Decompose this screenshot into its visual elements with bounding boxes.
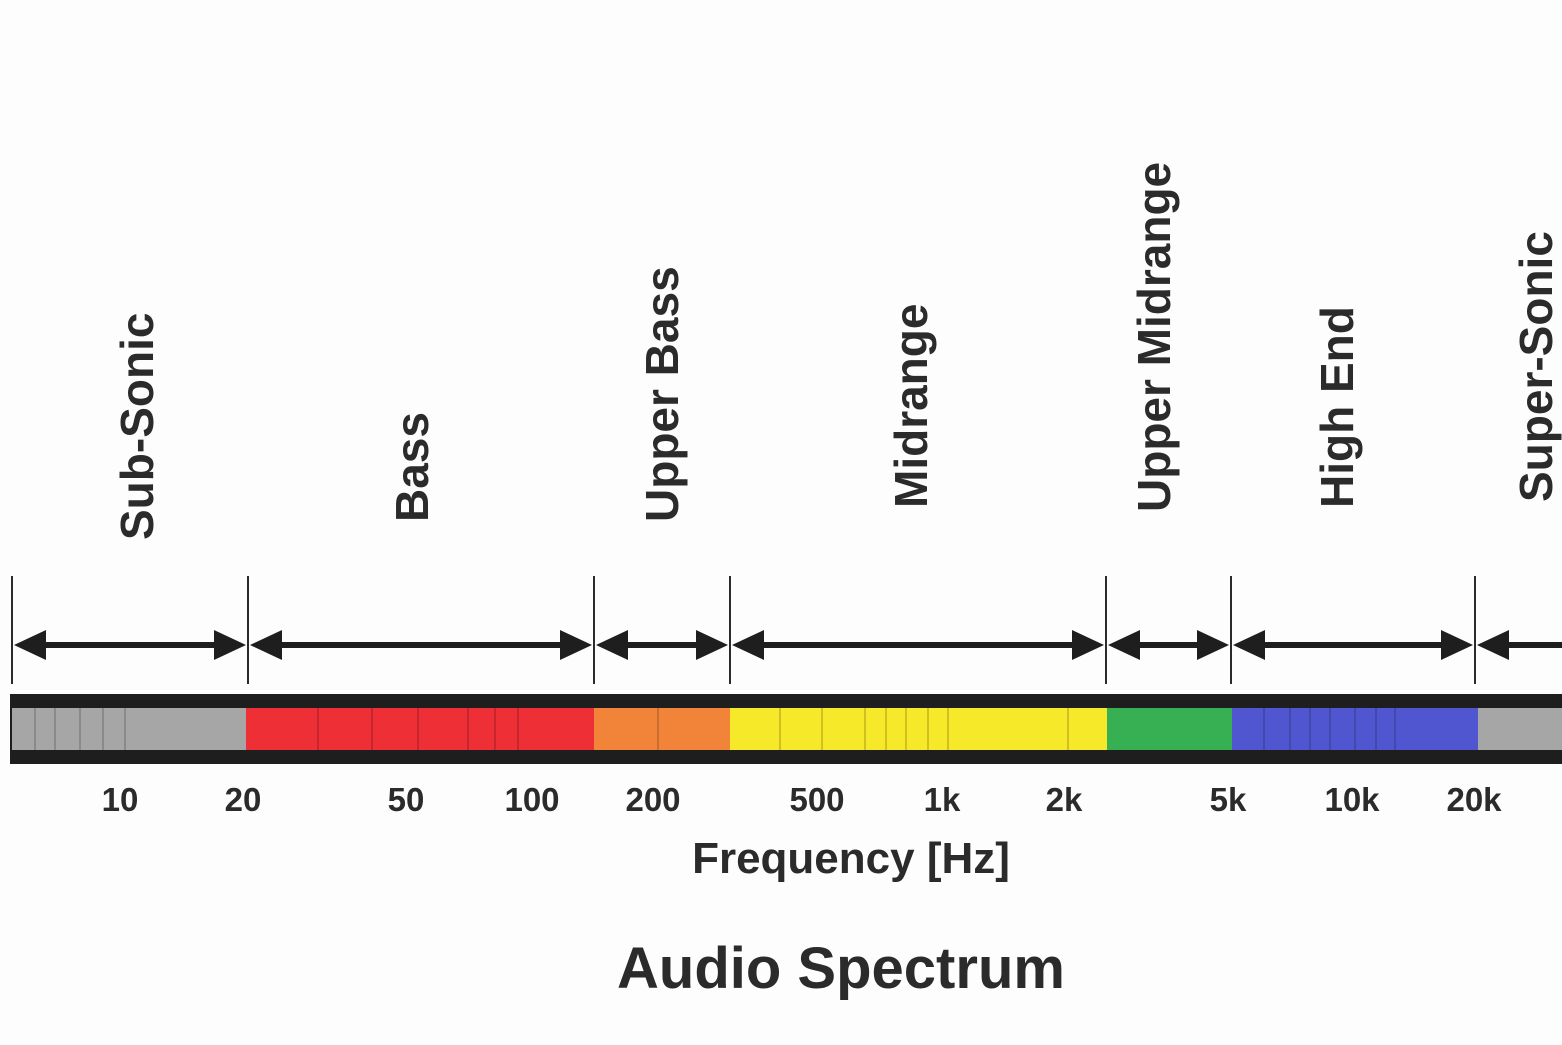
arrow-midrange	[732, 630, 1104, 660]
arrow-sub-sonic	[14, 630, 246, 660]
range-label-super-sonic: Super-Sonic	[1510, 231, 1562, 502]
tick-label-10: 10	[102, 781, 139, 818]
range-labels: Sub-Sonic Bass Upper Bass Midrange Upper…	[111, 162, 1562, 540]
spectrum-segment-midrange	[730, 708, 1107, 750]
spectrum-segment-high-end	[1232, 708, 1478, 750]
spectrum-segment-upper-midrange	[1107, 708, 1232, 750]
arrow-head-right	[560, 630, 592, 660]
tick-label-50: 50	[388, 781, 425, 818]
arrow-bass	[250, 630, 592, 660]
range-label-upper-midrange: Upper Midrange	[1128, 162, 1180, 512]
arrow-upper-bass	[596, 630, 728, 660]
arrow-head-right	[1441, 630, 1473, 660]
range-arrows	[11, 576, 1562, 684]
spectrum-segment-bass	[246, 708, 594, 750]
tick-label-5k: 5k	[1210, 781, 1247, 818]
spectrum-segment-super-sonic	[1478, 708, 1562, 750]
tick-label-10k: 10k	[1324, 781, 1380, 818]
arrow-head-left	[250, 630, 282, 660]
range-label-sub-sonic: Sub-Sonic	[111, 313, 163, 540]
range-label-upper-bass: Upper Bass	[636, 266, 688, 522]
frequency-tick-labels: 10 20 50 100 200 500 1k 2k 5k 10k 20k	[102, 781, 1503, 818]
range-label-high-end: High End	[1311, 306, 1363, 508]
arrow-head-left	[1108, 630, 1140, 660]
arrow-head-right	[1197, 630, 1229, 660]
axis-label: Frequency [Hz]	[692, 834, 1010, 883]
arrow-head-left	[14, 630, 46, 660]
arrow-head-right	[1072, 630, 1104, 660]
arrow-head-left	[596, 630, 628, 660]
tick-label-2k: 2k	[1046, 781, 1083, 818]
tick-label-20k: 20k	[1446, 781, 1502, 818]
arrow-head-right	[214, 630, 246, 660]
arrow-head-left	[1233, 630, 1265, 660]
tick-label-200: 200	[625, 781, 680, 818]
arrow-head-left	[1477, 630, 1509, 660]
tick-label-500: 500	[789, 781, 844, 818]
arrow-high-end	[1233, 630, 1473, 660]
tick-label-100: 100	[504, 781, 559, 818]
tick-label-20: 20	[225, 781, 262, 818]
spectrum-bar	[10, 694, 1562, 764]
arrow-head-left	[732, 630, 764, 660]
arrow-upper-midrange	[1108, 630, 1229, 660]
diagram-title: Audio Spectrum	[617, 936, 1065, 1001]
tick-label-1k: 1k	[924, 781, 961, 818]
spectrum-segment-upper-bass	[594, 708, 730, 750]
range-label-midrange: Midrange	[885, 304, 937, 508]
arrow-super-sonic	[1477, 630, 1562, 660]
arrow-head-right	[696, 630, 728, 660]
range-label-bass: Bass	[386, 412, 438, 522]
spectrum-segment-sub-sonic	[12, 708, 246, 750]
